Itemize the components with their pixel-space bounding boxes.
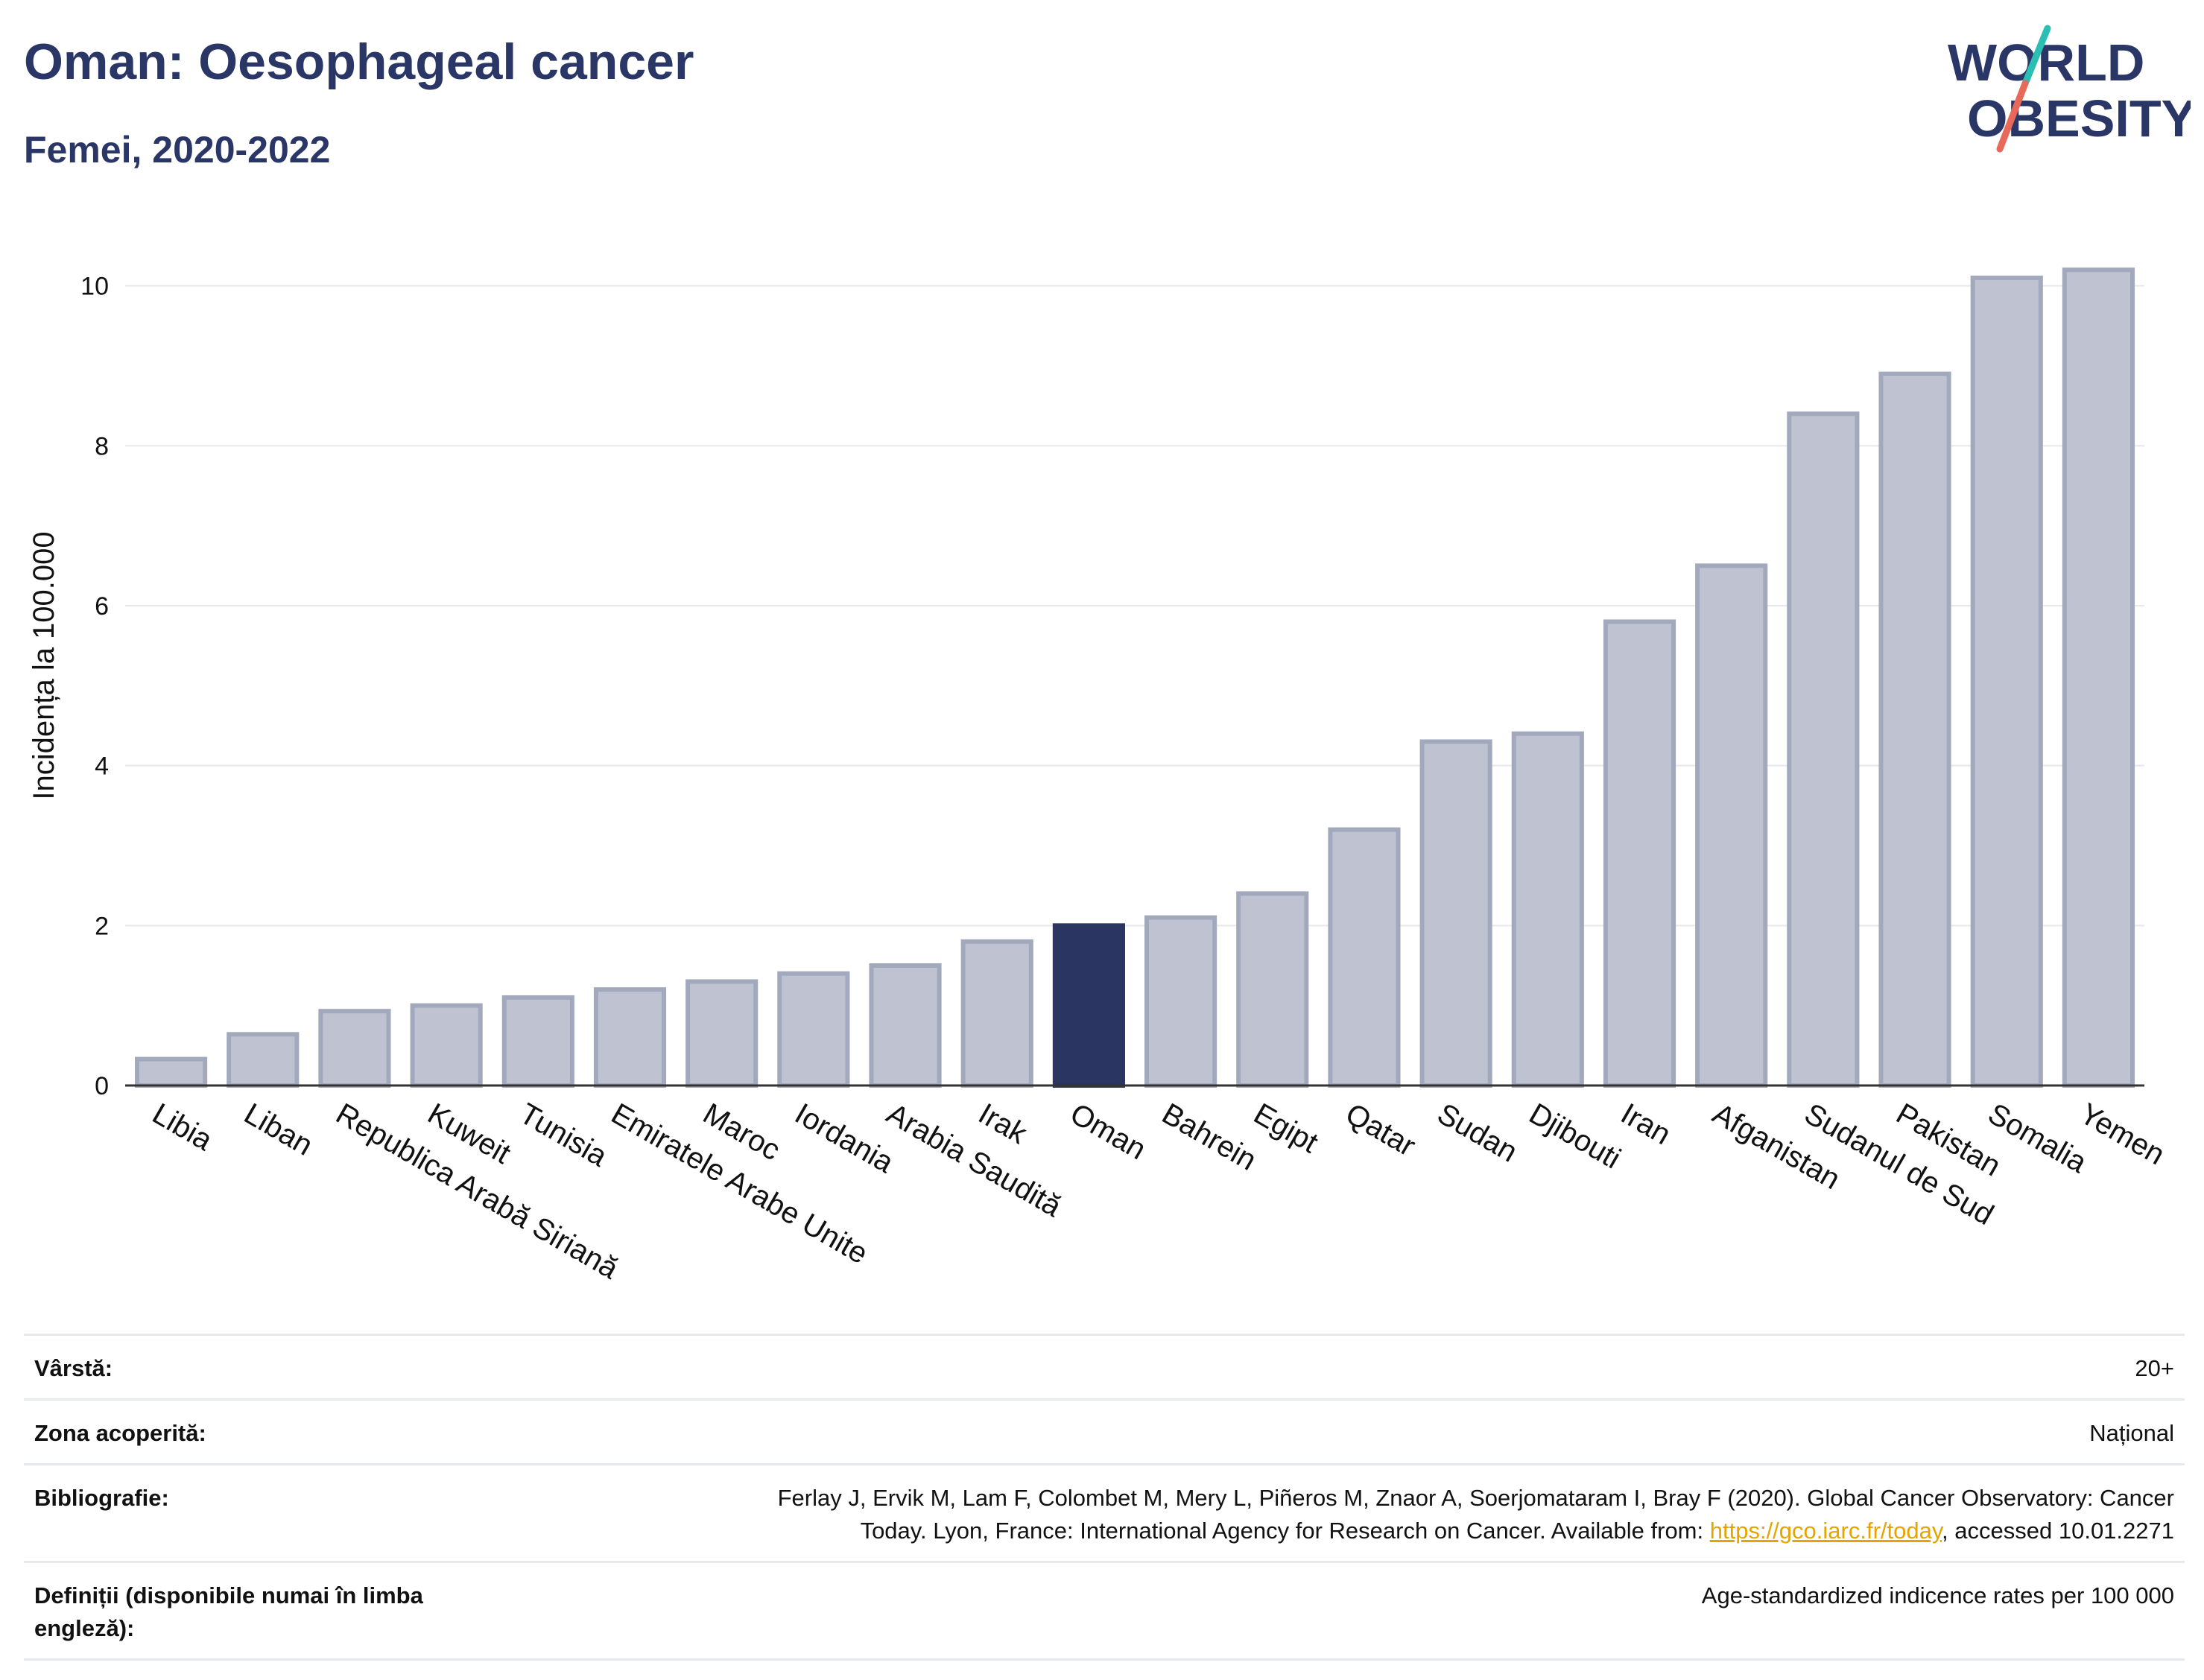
x-tick-label: Sudan [1432,1097,1523,1169]
bar [1419,739,1492,1088]
y-axis-title: Incidența la 100.000 [28,531,60,799]
x-tick-label: Djibouti [1524,1097,1627,1176]
bar [227,1032,300,1088]
page-title: Oman: Oesophageal cancer [24,34,694,90]
info-row-bibliography: Bibliografie: Ferlay J, Ervik M, Lam F, … [24,1463,2185,1562]
bar [1511,731,1584,1088]
y-tick-label: 10 [80,273,109,301]
coverage-value: Național [522,1398,2185,1465]
x-tick-label: Liban [238,1097,318,1162]
bar [501,995,574,1088]
bibliography-text-2: Today. Lyon, France: International Agenc… [860,1518,1710,1544]
x-tick-label: Oman [1065,1097,1151,1167]
info-row-coverage: Zona acoperită: Național [24,1398,2185,1465]
y-tick-label: 0 [95,1072,109,1100]
bar [1236,891,1309,1088]
bar [777,971,850,1088]
y-tick-label: 2 [95,912,109,940]
x-tick-label: Iordania [789,1097,899,1180]
age-label: Vârstă: [24,1334,522,1400]
bar [960,939,1033,1088]
logo-slash-teal [2021,25,2051,87]
bar [410,1003,483,1088]
y-tick-label: 6 [95,592,109,621]
x-tick-label: Arabia Saudită [881,1097,1068,1224]
x-tick-label: Libia [147,1097,218,1158]
info-table: Vârstă: 20+ Zona acoperită: Național Bib… [24,1334,2185,1661]
age-value: 20+ [522,1334,2185,1400]
bibliography-value: Ferlay J, Ervik M, Lam F, Colombet M, Me… [522,1463,2185,1562]
x-tick-label: Yemen [2074,1097,2170,1172]
bibliography-text-3: , accessed 10.01.2271 [1942,1518,2174,1544]
world-obesity-logo: WORLD OBESITY [1948,25,2191,153]
bar [1328,827,1401,1088]
info-row-definitions: Definiții (disponibile numai în limba en… [24,1561,2185,1661]
logo-slash-red [1996,80,2029,153]
bar [685,979,759,1088]
bar [1603,619,1676,1088]
definitions-label: Definiții (disponibile numai în limba en… [24,1561,522,1661]
x-tick-label: Iran [1615,1097,1676,1152]
definitions-value: Age-standardized indicence rates per 100… [522,1561,2185,1661]
bar [135,1056,208,1088]
x-tick-label: Tunisia [514,1097,613,1173]
x-tick-label: Qatar [1340,1097,1421,1163]
bibliography-label: Bibliografie: [24,1463,522,1562]
bibliography-link[interactable]: https://gco.iarc.fr/today [1709,1518,1942,1544]
bar [1144,915,1217,1088]
y-tick-label: 8 [95,432,109,460]
coverage-label: Zona acoperită: [24,1398,522,1465]
bar [2062,267,2135,1088]
bar [593,987,667,1088]
logo-line1: WORLD [1948,34,2144,92]
x-tick-label: Irak [973,1097,1033,1151]
bar [1695,563,1768,1088]
bar [1052,923,1125,1088]
bar [318,1009,391,1088]
bar [1787,411,1860,1088]
page-subtitle: Femei, 2020-2022 [24,129,331,171]
bar [869,963,942,1088]
bar [1878,371,1951,1088]
info-row-age: Vârstă: 20+ [24,1334,2185,1400]
bar [1970,275,2043,1088]
y-tick-label: 4 [95,752,109,781]
bibliography-text-1: Ferlay J, Ervik M, Lam F, Colombet M, Me… [777,1485,2174,1511]
x-tick-label: Bahrein [1156,1097,1261,1177]
x-tick-label: Somalia [1983,1097,2093,1180]
